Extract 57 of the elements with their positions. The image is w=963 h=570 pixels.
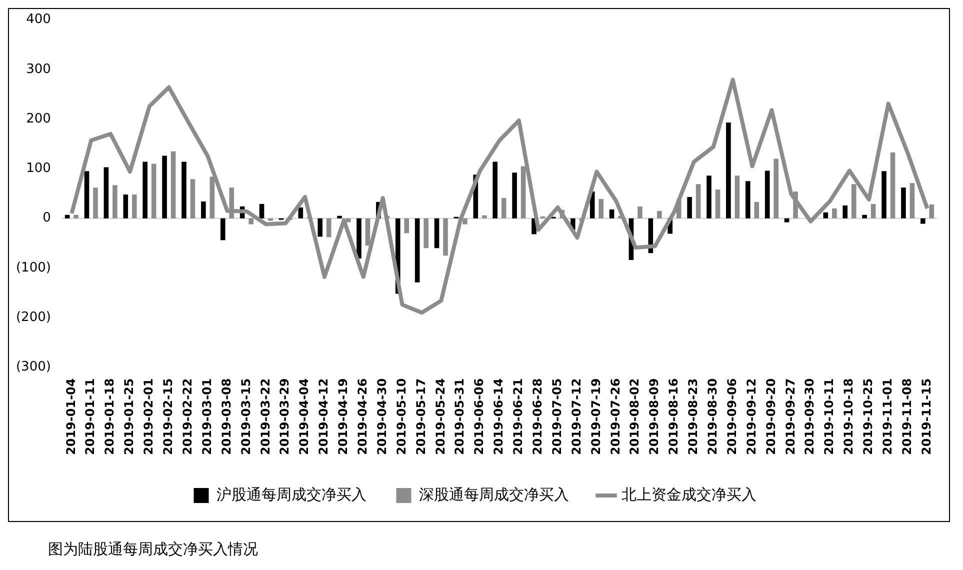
y-tick-label: 200 [26, 111, 51, 126]
y-tick-label: 100 [26, 161, 51, 176]
y-tick-label: (100) [16, 260, 51, 276]
x-tick-label: 2019-08-02 [628, 378, 642, 456]
x-tick-label: 2019-11-08 [900, 378, 914, 456]
x-tick-label: 2019-01-25 [122, 378, 136, 456]
x-tick-label: 2019-02-22 [180, 378, 194, 456]
x-tick-label: 2019-07-12 [569, 378, 584, 456]
x-tick-label: 2019-06-14 [492, 378, 506, 456]
x-tick-label: 2019-03-01 [200, 378, 214, 456]
x-tick-label: 2019-03-08 [219, 378, 234, 456]
x-tick-label: 2019-07-19 [588, 378, 603, 456]
x-tick-label: 2019-06-21 [511, 378, 526, 456]
x-tick-label: 2019-10-25 [861, 378, 876, 456]
x-tick-label: 2019-03-22 [258, 378, 272, 456]
x-tick-label: 2019-03-29 [278, 378, 292, 456]
x-tick-label: 2019-10-11 [822, 378, 836, 456]
x-tick-label: 2019-07-05 [550, 378, 564, 456]
x-tick-label: 2019-09-06 [724, 378, 739, 456]
y-tick-label: 300 [26, 62, 51, 77]
x-tick-label: 2019-05-24 [433, 378, 448, 456]
x-tick-label: 2019-02-01 [142, 378, 156, 456]
x-tick-label: 2019-09-30 [802, 378, 817, 456]
x-tick-label: 2019-03-15 [238, 378, 253, 456]
x-tick-label: 2019-06-28 [530, 378, 544, 456]
y-tick-label: 0 [42, 210, 51, 226]
x-tick-label: 2019-09-20 [764, 378, 778, 456]
x-tick-label: 2019-05-31 [452, 378, 467, 456]
y-tick-label: (200) [16, 310, 51, 325]
x-tick-label: 2019-05-17 [414, 378, 428, 456]
x-tick-label: 2019-05-10 [394, 378, 408, 456]
x-tick-label: 2019-04-19 [336, 378, 350, 456]
y-tick-label: (300) [16, 360, 51, 375]
x-tick-label: 2019-04-12 [316, 378, 331, 456]
x-tick-label: 2019-02-15 [161, 378, 176, 456]
text: 图为陆股通每周成交净买入情况 [48, 540, 259, 559]
x-tick-label: 2019-09-27 [783, 378, 798, 456]
legend-label: 北上资金成交净买入 [621, 486, 756, 504]
x-tick-label: 2019-08-23 [686, 378, 700, 456]
x-tick-label: 2019-01-18 [102, 378, 117, 456]
x-tick-label: 2019-07-26 [608, 378, 622, 456]
x-tick-label: 2019-06-06 [472, 378, 486, 456]
x-tick-label: 2019-08-16 [666, 378, 681, 456]
y-tick-label: 400 [26, 12, 51, 28]
x-tick-label: 2019-09-12 [744, 378, 758, 456]
legend-label: 深股通每周成交净买入 [418, 486, 569, 504]
x-tick-label: 2019-01-11 [83, 378, 98, 456]
x-tick-label: 2019-04-26 [355, 378, 370, 456]
x-tick-label: 2019-10-18 [842, 378, 856, 456]
x-tick-label: 2019-08-30 [706, 378, 720, 456]
x-tick-label: 2019-08-09 [647, 378, 662, 456]
legend-label: 沪股通每周成交净买入 [216, 486, 366, 504]
x-tick-label: 2019-01-04 [64, 378, 78, 456]
x-tick-label: 2019-04-04 [297, 378, 312, 456]
x-tick-label: 2019-11-01 [880, 378, 895, 456]
x-tick-label: 2019-04-30 [374, 378, 389, 456]
x-tick-label: 2019-11-15 [919, 378, 934, 456]
